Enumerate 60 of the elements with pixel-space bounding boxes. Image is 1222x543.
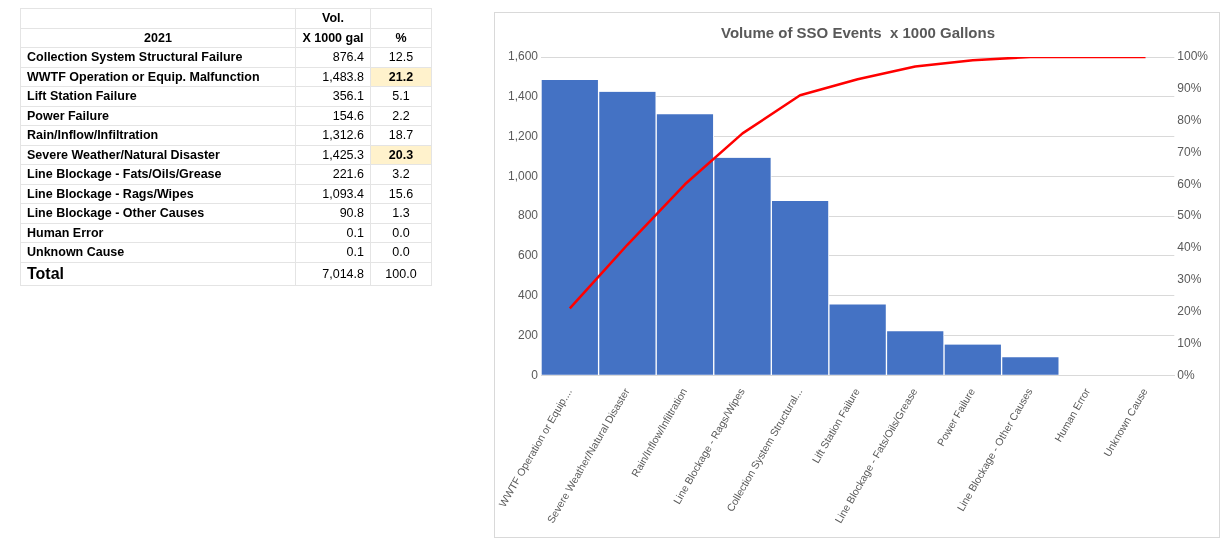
y2-tick-label: 50% bbox=[1177, 208, 1202, 223]
category-label: WWTF Operation or Equip. Malfunction bbox=[20, 67, 296, 87]
data-label: 18.7 bbox=[370, 125, 432, 145]
category-label: Line Blockage - Other Causes bbox=[20, 203, 296, 223]
y2-tick-label: 100% bbox=[1177, 49, 1209, 64]
category-label: Line Blockage - Rags/Wipes bbox=[20, 184, 296, 204]
y2-tick-label: 0% bbox=[1177, 367, 1195, 382]
text: 2021 bbox=[20, 28, 296, 48]
y-tick-label: 1,000 bbox=[508, 168, 539, 183]
y-tick-label: 800 bbox=[518, 208, 539, 223]
data-label: 1,093.4 bbox=[295, 184, 371, 204]
y2-tick-label: 30% bbox=[1177, 272, 1202, 287]
text: Vol. X 1000 gal bbox=[302, 11, 364, 45]
data-label: 1,483.8 bbox=[295, 67, 371, 87]
chart-title: Volume of SSO Events x 1000 Gallons bbox=[721, 24, 995, 42]
y-tick-label: 1,600 bbox=[508, 49, 539, 64]
legend-label: % bbox=[370, 28, 432, 48]
category-label: Severe Weather/Natural Disaster bbox=[20, 145, 296, 165]
category-label: Human Error bbox=[20, 223, 296, 243]
data-label: 21.2 bbox=[370, 67, 432, 87]
data-label: 3.2 bbox=[370, 164, 432, 184]
y2-tick-label: 90% bbox=[1177, 81, 1202, 96]
y2-tick-label: 40% bbox=[1177, 240, 1202, 255]
data-label: 0.0 bbox=[370, 242, 432, 262]
y-tick-label: 0 bbox=[531, 367, 539, 382]
y-tick-label: 1,200 bbox=[508, 128, 539, 143]
category-label: Unknown Cause bbox=[20, 242, 296, 262]
data-label: 0.1 bbox=[295, 223, 371, 243]
data-label: 1.3 bbox=[370, 203, 432, 223]
y2-tick-label: 80% bbox=[1177, 112, 1202, 127]
y-tick-label: 200 bbox=[518, 327, 539, 342]
data-label: 15.6 bbox=[370, 184, 432, 204]
data-label: 5.1 bbox=[370, 86, 432, 106]
data-label: 154.6 bbox=[295, 106, 371, 126]
data-label: 876.4 bbox=[295, 47, 371, 67]
data-label: 12.5 bbox=[370, 47, 432, 67]
data-label: 0.1 bbox=[295, 242, 371, 262]
data-label: 356.1 bbox=[295, 86, 371, 106]
data-label: 1,312.6 bbox=[295, 125, 371, 145]
data-label: 100.0 bbox=[370, 262, 432, 285]
data-label: 90.8 bbox=[295, 203, 371, 223]
category-label: Power Failure bbox=[20, 106, 296, 126]
data-label: 20.3 bbox=[370, 145, 432, 165]
category-label: Line Blockage - Fats/Oils/Grease bbox=[20, 164, 296, 184]
data-label: 2.2 bbox=[370, 106, 432, 126]
category-label: Total bbox=[20, 262, 296, 285]
data-label: 7,014.8 bbox=[295, 262, 371, 285]
category-label: Lift Station Failure bbox=[20, 86, 296, 106]
y-tick-label: 1,400 bbox=[508, 89, 539, 104]
y2-tick-label: 60% bbox=[1177, 176, 1202, 191]
y2-tick-label: 10% bbox=[1177, 335, 1202, 350]
y2-tick-label: 20% bbox=[1177, 303, 1202, 318]
y-tick-label: 600 bbox=[518, 248, 539, 263]
data-label: 0.0 bbox=[370, 223, 432, 243]
y2-tick-label: 70% bbox=[1177, 144, 1202, 159]
data-label: 221.6 bbox=[295, 164, 371, 184]
data-label: 1,425.3 bbox=[295, 145, 371, 165]
category-label: Rain/Inflow/Infiltration bbox=[20, 125, 296, 145]
category-label: Collection System Structural Failure bbox=[20, 47, 296, 67]
y-tick-label: 400 bbox=[518, 288, 539, 303]
